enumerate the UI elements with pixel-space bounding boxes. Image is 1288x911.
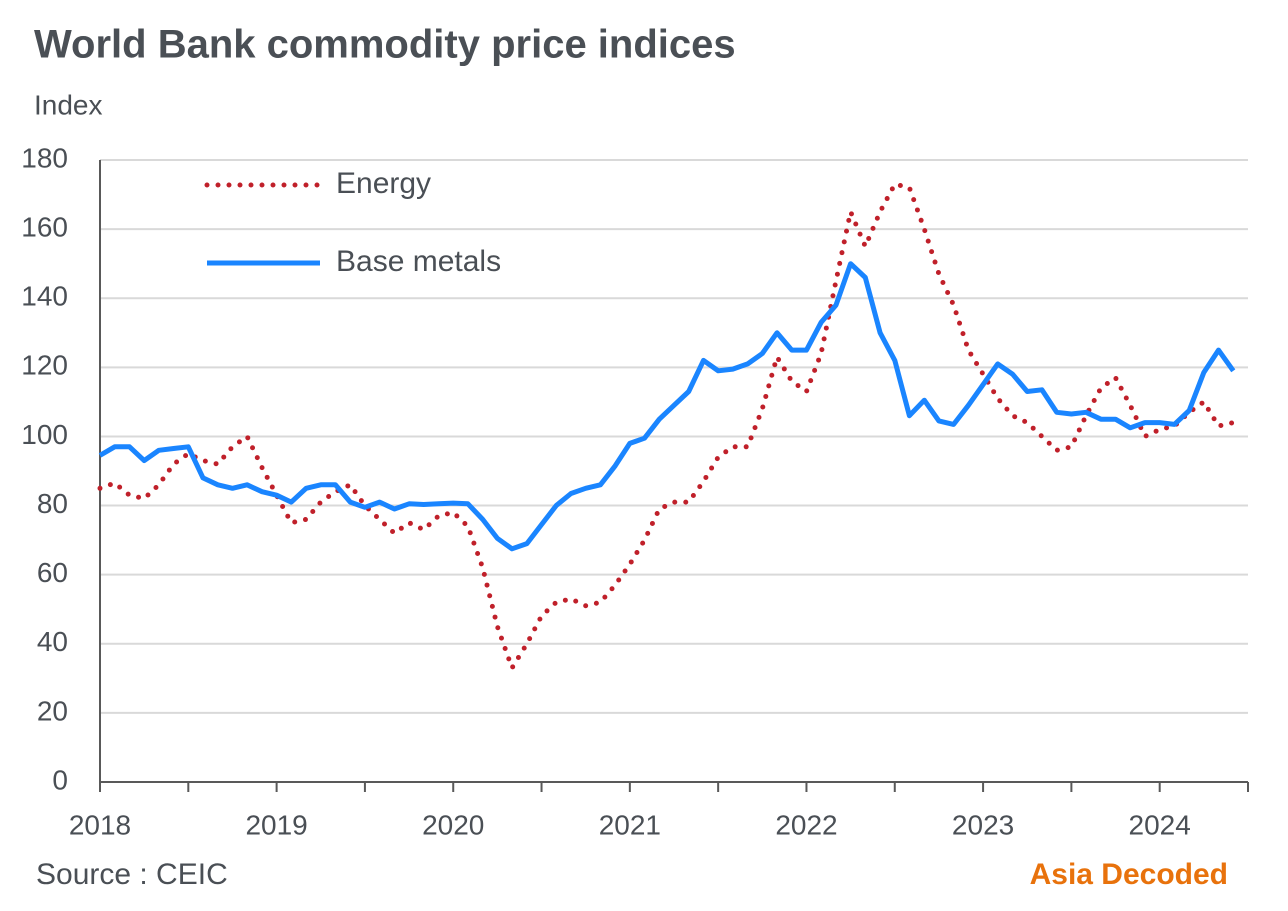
x-tick-label: 2024	[1129, 809, 1191, 840]
y-tick-label: 120	[21, 350, 68, 381]
x-tick-label: 2022	[775, 809, 837, 840]
y-tick-label: 80	[37, 488, 68, 519]
y-tick-label: 160	[21, 212, 68, 243]
legend-label: Energy	[336, 167, 431, 200]
y-tick-label: 60	[37, 557, 68, 588]
series-line	[97, 181, 1236, 674]
x-tick-label: 2019	[245, 809, 307, 840]
x-tick-label: 2023	[952, 809, 1014, 840]
brand: Asia Decoded	[1030, 858, 1228, 891]
y-tick-label: 40	[37, 626, 68, 657]
y-tick-label: 20	[37, 695, 68, 726]
y-tick-label: 140	[21, 281, 68, 312]
series-line	[98, 261, 1236, 552]
y-tick-label: 180	[21, 142, 68, 173]
legend-label: Base metals	[336, 245, 501, 278]
x-tick-label: 2020	[422, 809, 484, 840]
chart-title: World Bank commodity price indices	[34, 23, 736, 67]
source: Source : CEIC	[36, 858, 228, 891]
y-axis-label: Index	[34, 89, 103, 120]
y-tick-label: 100	[21, 419, 68, 450]
y-tick-label: 0	[52, 764, 68, 795]
x-tick-label: 2018	[69, 809, 131, 840]
x-tick-label: 2021	[599, 809, 661, 840]
